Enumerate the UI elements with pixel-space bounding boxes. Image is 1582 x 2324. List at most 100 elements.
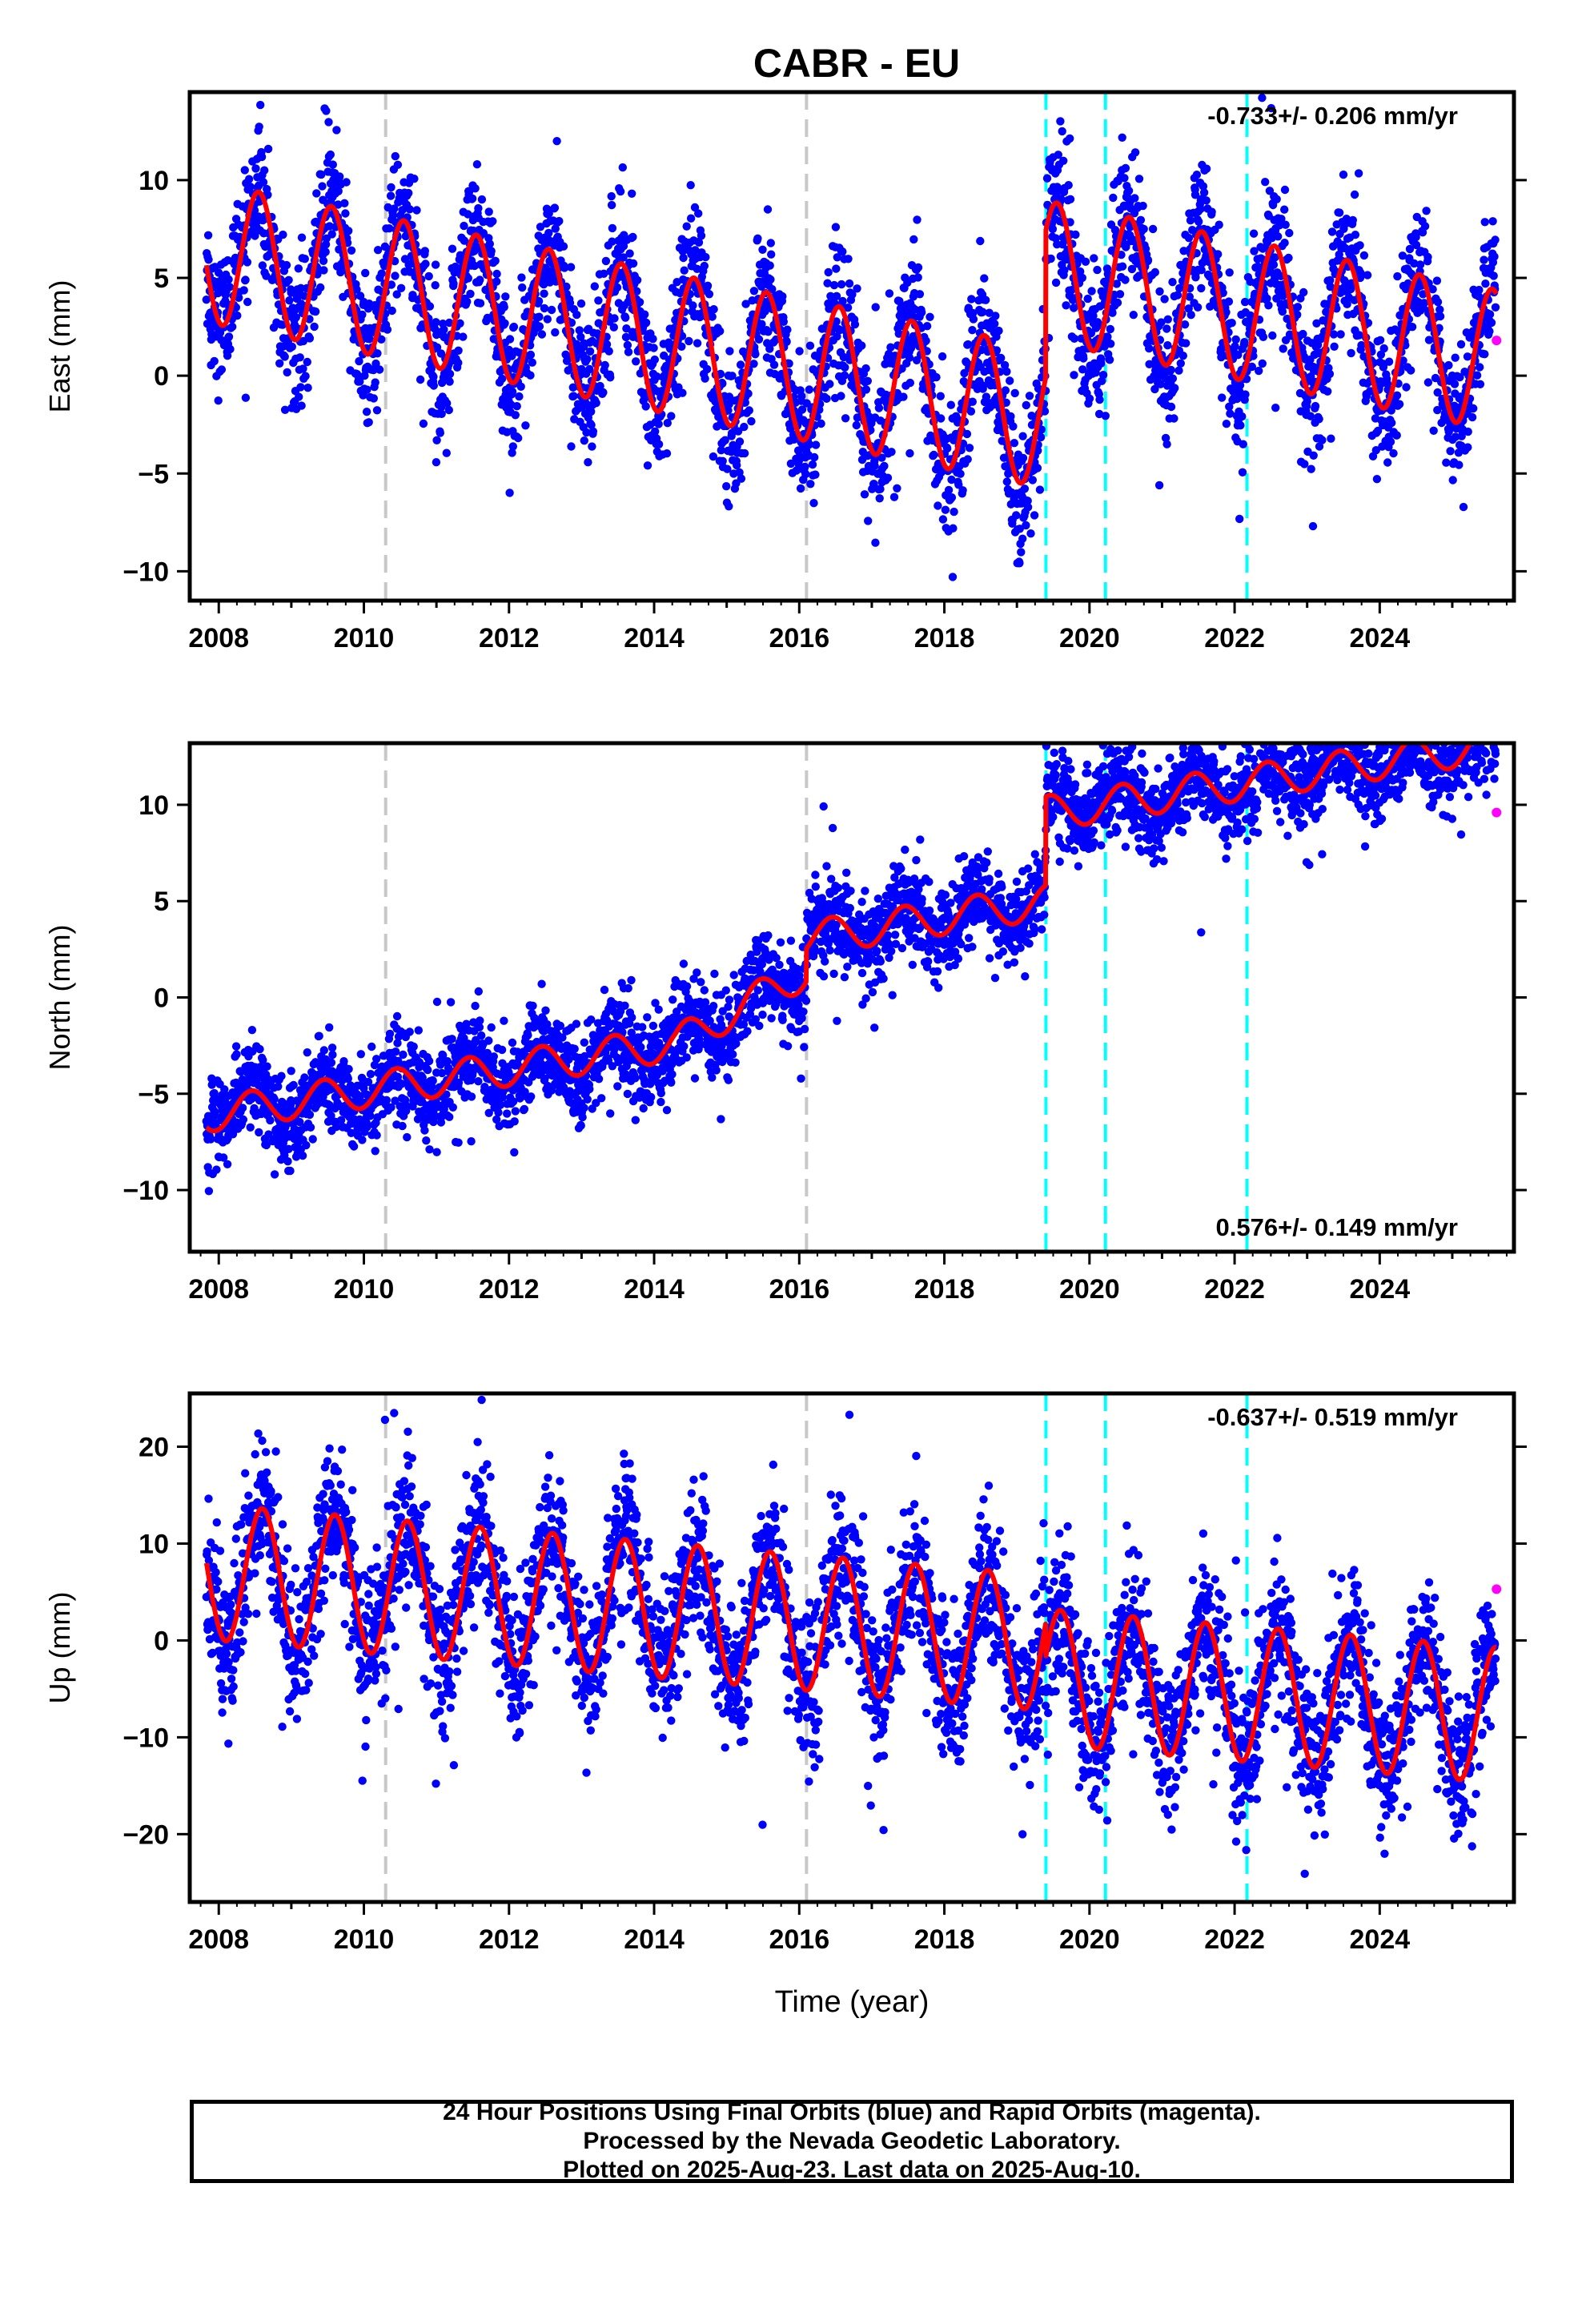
position-dot [219, 279, 227, 288]
position-dot [544, 228, 553, 238]
position-dot [905, 448, 914, 458]
position-dot [298, 1151, 307, 1160]
position-dot [371, 1147, 379, 1156]
position-dot [562, 282, 571, 292]
position-dot [621, 332, 631, 342]
position-dot [1278, 307, 1287, 316]
position-dot [528, 1001, 537, 1011]
position-dot [1018, 453, 1028, 463]
position-dot [1042, 174, 1052, 183]
position-dot [1168, 374, 1178, 383]
position-dot [258, 261, 267, 270]
position-dot [431, 260, 440, 269]
position-dot [980, 274, 989, 283]
position-dot [1030, 511, 1039, 520]
position-dot [1066, 134, 1074, 143]
position-dot [1472, 371, 1482, 380]
position-dot [797, 405, 807, 414]
position-dot [255, 123, 263, 131]
position-dot [487, 1023, 496, 1032]
position-dot [877, 453, 886, 462]
position-dot [405, 205, 414, 214]
position-dot [540, 304, 549, 313]
position-dot [1423, 252, 1432, 262]
position-dot [526, 371, 535, 380]
position-dot [1411, 232, 1420, 242]
position-dot [689, 301, 697, 310]
position-dot [443, 399, 452, 408]
position-dot [705, 290, 714, 299]
position-dot [355, 377, 364, 386]
position-dot [1469, 404, 1478, 413]
position-dot [600, 360, 609, 370]
position-dot [735, 437, 745, 446]
position-dot [693, 339, 702, 348]
position-dot [725, 400, 733, 408]
position-dot [680, 266, 689, 275]
position-dot [510, 1148, 519, 1157]
position-dot [1155, 287, 1164, 296]
position-dot [736, 360, 745, 369]
position-dot [1240, 338, 1249, 347]
position-dot [1120, 174, 1129, 183]
y-tick-label: 0 [154, 361, 169, 392]
position-dot [697, 231, 706, 240]
position-dot [385, 224, 394, 233]
position-dot [362, 408, 371, 416]
position-dot [367, 1042, 376, 1051]
position-dot [404, 188, 413, 198]
position-dot [1130, 194, 1139, 203]
position-dot [555, 216, 564, 226]
position-dot [624, 348, 633, 356]
position-dot [1268, 331, 1277, 340]
position-dot [1231, 335, 1240, 344]
position-dot [416, 375, 425, 384]
position-dot [926, 312, 934, 321]
position-dot [537, 979, 546, 988]
position-dot [640, 310, 649, 319]
position-dot [474, 987, 483, 996]
position-dot [283, 1157, 292, 1166]
position-dot [1222, 420, 1231, 428]
position-dot [1085, 394, 1094, 403]
position-dot [308, 1135, 317, 1144]
position-dot [224, 275, 233, 284]
position-dot [619, 242, 628, 251]
position-dot [492, 277, 501, 286]
position-dot [240, 166, 249, 175]
position-dot [585, 364, 594, 374]
position-dot [1389, 448, 1398, 458]
position-dot [488, 217, 497, 226]
position-dot [654, 420, 663, 428]
position-dot [829, 280, 839, 290]
position-dot [968, 326, 977, 335]
position-dot [1097, 359, 1106, 368]
position-dot [425, 302, 435, 311]
position-dot [708, 312, 717, 321]
position-dot [783, 325, 792, 334]
position-dot [1225, 268, 1234, 277]
position-dot [302, 1140, 311, 1150]
position-dot [701, 374, 709, 383]
position-dot [837, 279, 846, 289]
position-dot [1130, 148, 1140, 157]
position-dot [526, 350, 536, 360]
position-dot [339, 1057, 348, 1066]
position-dot [471, 184, 480, 193]
position-dot [1109, 193, 1118, 203]
position-dot [467, 1092, 476, 1101]
position-dot [1272, 195, 1281, 203]
position-dot [477, 195, 487, 204]
position-dot [1433, 297, 1443, 307]
position-dot [871, 538, 880, 547]
position-dot [885, 289, 894, 298]
position-dot [1056, 117, 1065, 126]
position-dot [840, 371, 849, 380]
position-dot [1476, 363, 1484, 372]
position-dot [910, 305, 920, 314]
position-dot [747, 416, 756, 426]
position-dot [505, 335, 515, 344]
position-dot [518, 283, 527, 292]
position-dot [1238, 412, 1247, 421]
position-dot [833, 332, 841, 341]
